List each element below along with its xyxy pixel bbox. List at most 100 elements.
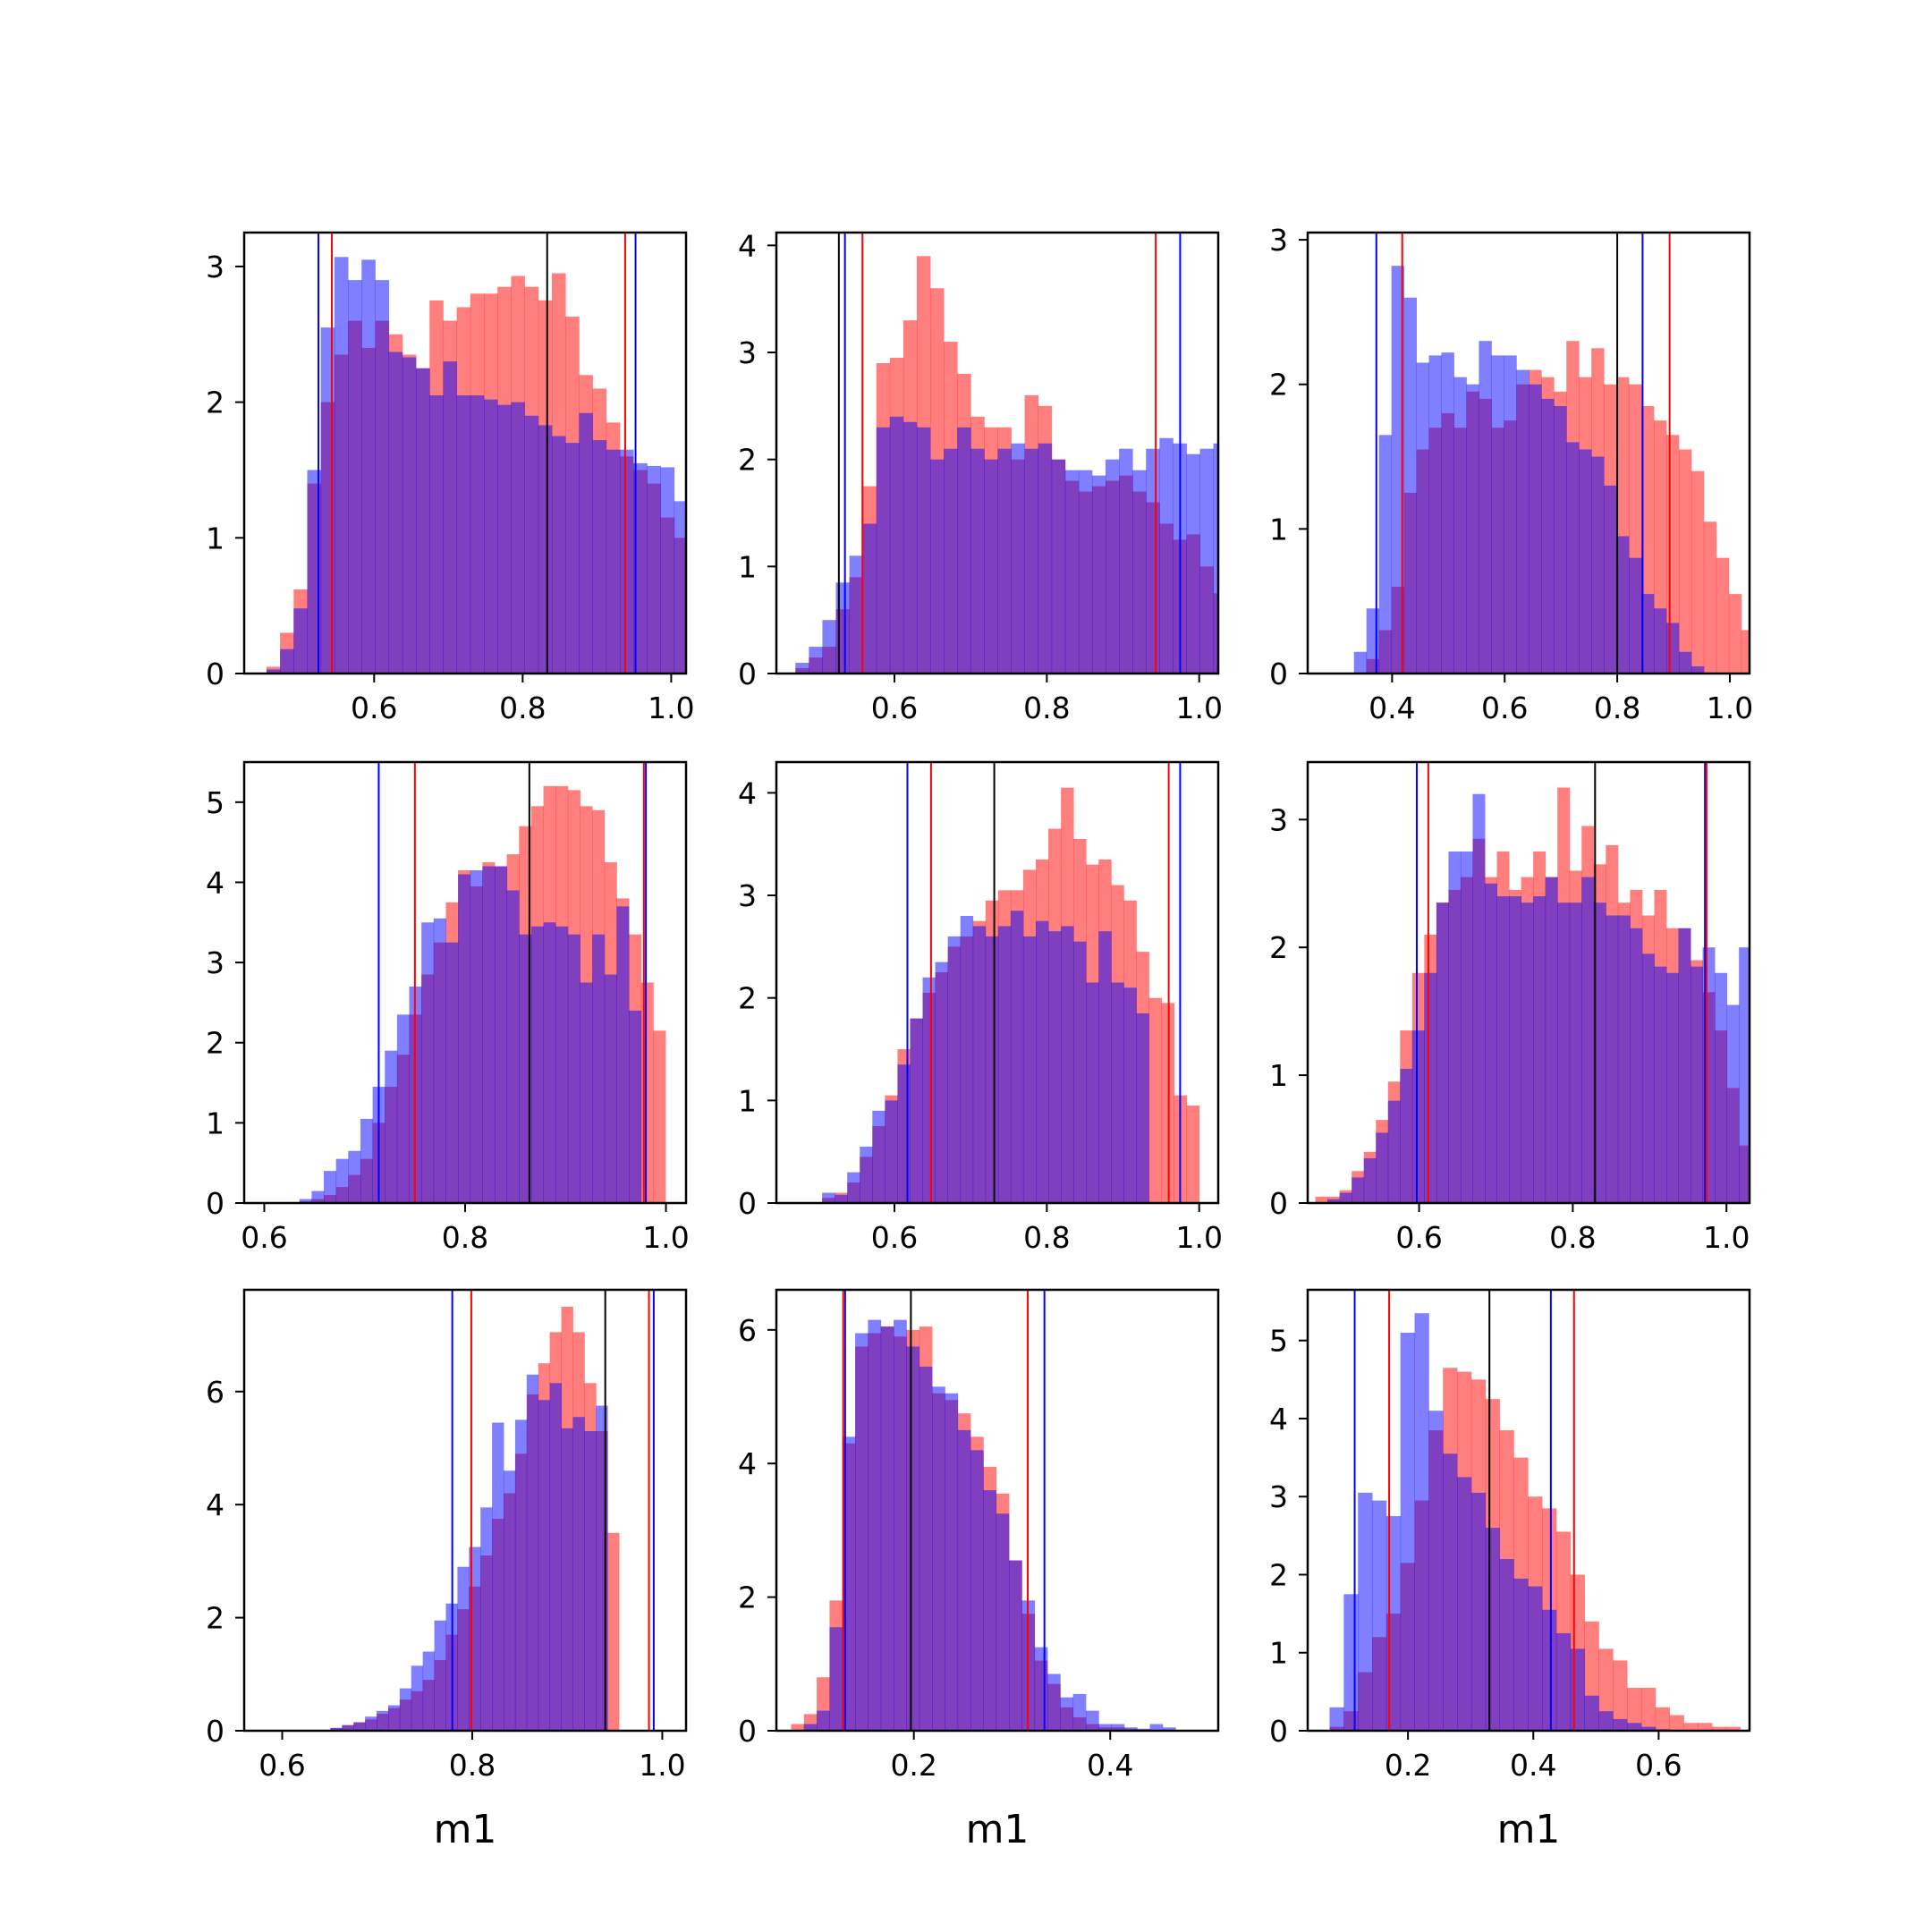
histogram-bar <box>1186 1106 1200 1203</box>
histogram-bar <box>1414 1313 1429 1731</box>
histogram-bar <box>1570 1648 1585 1731</box>
histogram-series-blue <box>803 1319 1176 1731</box>
histogram-bar <box>1424 972 1437 1203</box>
histogram-bar <box>1678 651 1692 674</box>
histogram-bar <box>1453 377 1467 674</box>
histogram-bar <box>1566 442 1580 674</box>
x-tick-label: 0.6 <box>871 1220 918 1255</box>
histogram-bar <box>396 1014 410 1203</box>
y-tick-label: 0 <box>206 1186 225 1221</box>
histogram-bar <box>365 1716 377 1731</box>
x-tick-label: 1.0 <box>1175 1220 1222 1255</box>
y-tick-label: 0 <box>206 1714 225 1749</box>
histogram-bar <box>1078 470 1093 674</box>
histogram-bar <box>1046 1674 1061 1731</box>
histogram-bar <box>947 936 962 1203</box>
histogram-bar <box>1629 557 1642 674</box>
histogram-bar <box>1654 966 1667 1203</box>
histogram-bar <box>984 459 998 674</box>
histogram-bar <box>932 1386 945 1731</box>
histogram-bar <box>524 415 539 674</box>
y-tick-label: 2 <box>1269 930 1288 965</box>
histogram-bar <box>1339 1192 1352 1203</box>
histogram-bar <box>835 1194 848 1203</box>
x-tick-label: 0.8 <box>449 1748 496 1783</box>
histogram-bar <box>482 866 496 1203</box>
histogram-bar <box>1690 665 1705 674</box>
histogram-bar <box>1630 928 1643 1203</box>
x-axis-label: m1 <box>1497 1807 1561 1852</box>
histogram-bar <box>443 361 458 674</box>
histogram-bar <box>1085 1710 1099 1731</box>
histogram-bar <box>457 1566 470 1731</box>
plot-area <box>1329 1290 1741 1731</box>
histogram-bar <box>1554 405 1567 674</box>
y-tick-label: 4 <box>206 865 225 900</box>
y-tick-label: 1 <box>1269 1058 1288 1093</box>
histogram-bar <box>1641 594 1655 674</box>
histogram-bar <box>458 874 471 1203</box>
histogram-bar <box>855 1333 869 1731</box>
histogram-bar <box>849 555 864 674</box>
histogram-bar <box>1569 902 1582 1203</box>
histogram-bar <box>434 1620 446 1731</box>
histogram-bar <box>1716 557 1730 674</box>
y-tick-label: 1 <box>738 1083 757 1118</box>
histogram-bar <box>640 982 654 1203</box>
histogram-bar <box>1428 1411 1444 1731</box>
histogram-bar <box>817 1710 830 1731</box>
histogram-bar <box>1640 1726 1657 1731</box>
histogram-bar <box>1010 911 1024 1203</box>
histogram-bar <box>1315 1196 1328 1203</box>
plot-area <box>1315 762 1750 1203</box>
histogram-series-blue <box>1329 1313 1670 1731</box>
histogram-bar <box>1343 1594 1359 1731</box>
histogram-bar <box>1387 1100 1401 1203</box>
histogram-bar <box>1111 982 1124 1203</box>
histogram-bar <box>1048 931 1062 1203</box>
histogram-bar <box>1400 1332 1415 1731</box>
histogram-bar <box>1598 1711 1614 1731</box>
histogram-bar <box>604 974 617 1203</box>
histogram-bar <box>1581 877 1595 1203</box>
histogram-bar <box>997 926 1012 1203</box>
histogram-bar <box>348 280 362 674</box>
histogram-bar <box>1533 896 1546 1203</box>
histogram-bar <box>1521 902 1534 1203</box>
histogram-bar <box>1472 793 1486 1203</box>
y-tick-label: 3 <box>738 335 757 370</box>
histogram-bar <box>791 1724 805 1731</box>
histogram-bar <box>916 427 931 674</box>
histogram-bar <box>584 1431 597 1731</box>
histogram-bar <box>902 421 918 674</box>
histogram-bar <box>530 926 544 1203</box>
histogram-bar <box>1329 1707 1344 1731</box>
histogram-series-blue <box>1327 793 1750 1203</box>
subplot-3-3: 0.2 0.4 0.6 0 1 2 3 4 5 m1 <box>1269 1288 1751 1852</box>
histogram-bar <box>996 1513 1010 1731</box>
histogram-bar <box>1496 896 1510 1203</box>
histogram-bar <box>1022 936 1037 1203</box>
histogram-bar <box>1579 449 1592 674</box>
histogram-bar <box>897 1064 911 1203</box>
histogram-bar <box>429 395 444 674</box>
histogram-bar <box>1111 1724 1125 1731</box>
histogram-bar <box>1698 1723 1713 1731</box>
y-tick-label: 4 <box>206 1487 225 1522</box>
histogram-bar <box>1627 1723 1642 1731</box>
histogram-bar <box>1376 1132 1389 1203</box>
x-tick-label: 0.8 <box>1023 691 1070 725</box>
y-tick-label: 5 <box>206 785 225 820</box>
histogram-bar <box>1665 623 1680 674</box>
histogram-bar <box>1159 437 1174 674</box>
histogram-bar <box>1457 1477 1472 1731</box>
histogram-bar <box>1712 1726 1727 1731</box>
histogram-bar <box>1391 266 1405 674</box>
histogram-bar <box>1690 966 1703 1203</box>
y-tick-label: 5 <box>1269 1324 1288 1359</box>
histogram-series-blue <box>330 1374 608 1731</box>
histogram-bar <box>330 1727 343 1731</box>
histogram-bar <box>1441 352 1454 674</box>
histogram-bar <box>1372 1500 1387 1731</box>
histogram-bar <box>375 280 390 674</box>
